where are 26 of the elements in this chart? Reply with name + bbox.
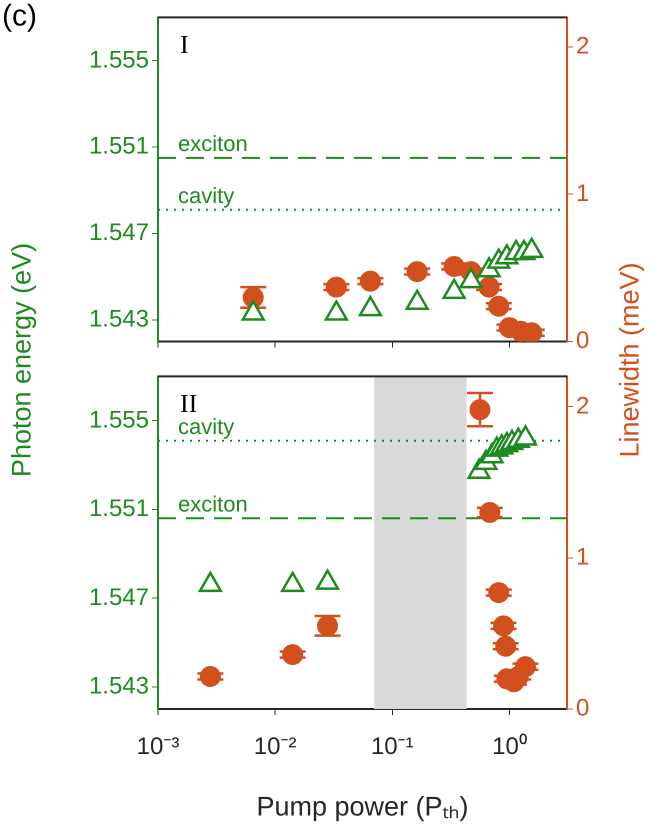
y-tick-label: 1.543 (88, 306, 149, 333)
y2-tick-label: 1 (576, 180, 590, 207)
y-tick-label: 1.547 (88, 219, 149, 246)
y-tick-label: 1.551 (88, 132, 149, 160)
y-tick-label: 1.547 (88, 584, 149, 611)
y-tick-label: 1.555 (88, 46, 149, 74)
x-axis-title: Pump power (Pₜₕ) (256, 791, 469, 822)
y2-tick-label: 2 (576, 32, 590, 60)
ref-line-label: exciton (178, 491, 248, 516)
y-tick-label: 1.543 (88, 672, 149, 700)
x-tick-label: 10⁻³ (136, 733, 180, 760)
x-tick-label: 10⁰ (492, 733, 527, 760)
y-axis-title: Photon energy (eV) (6, 242, 38, 478)
y2-axis-title: Linewidth (meV) (614, 262, 646, 458)
y2-tick-label: 2 (576, 392, 590, 420)
ref-line-label: exciton (178, 130, 248, 156)
x-tick-label: 10⁻¹ (370, 733, 414, 760)
annotation: I (180, 30, 189, 60)
y2-tick-label: 0 (576, 694, 590, 722)
x-tick-label: 10⁻² (254, 733, 296, 760)
y2-tick-label: 1 (576, 543, 590, 570)
y2-tick-label: 0 (576, 327, 590, 354)
y-tick-label: 1.551 (88, 495, 149, 522)
ref-line-label: cavity (178, 182, 234, 208)
y-tick-label: 1.555 (88, 406, 149, 434)
text: (c) (2, 0, 37, 32)
